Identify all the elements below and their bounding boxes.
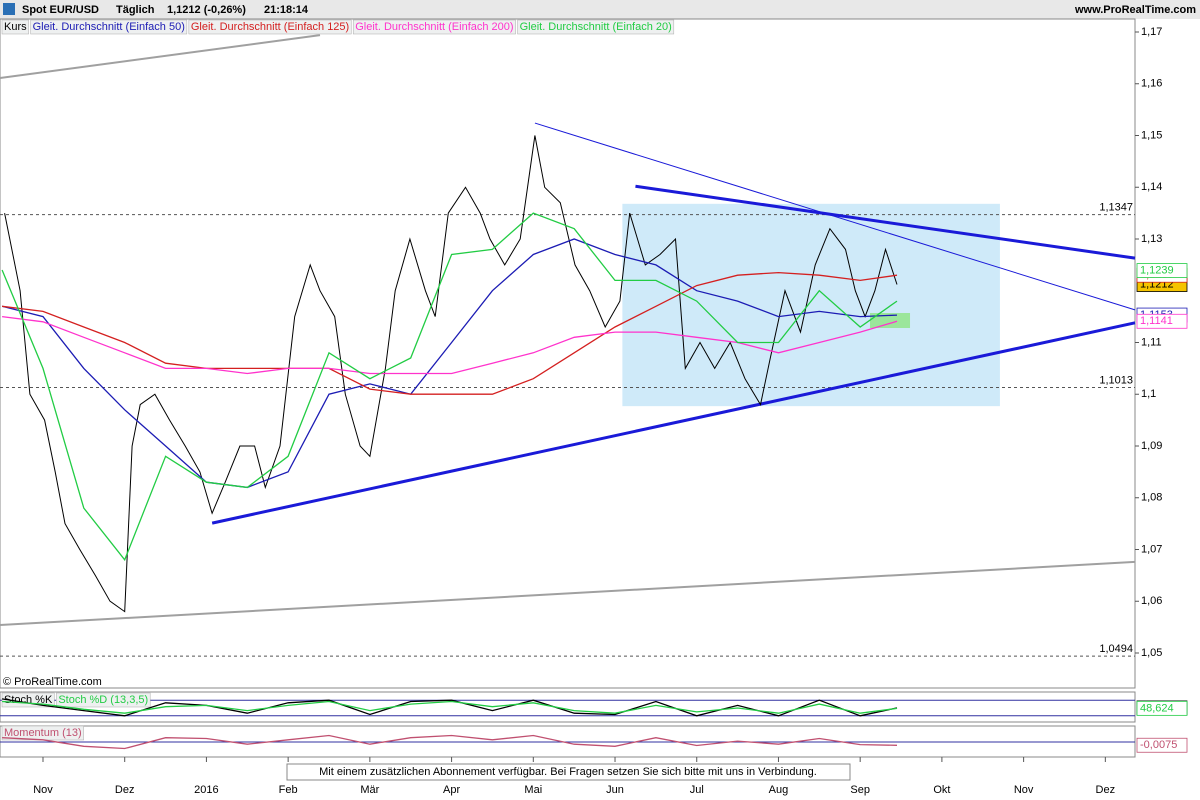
last-value-box xyxy=(1136,737,1188,753)
last-value-label: 1,1141 xyxy=(1140,315,1173,327)
series-line xyxy=(2,734,898,750)
y-tick-label: 1,1 xyxy=(1141,388,1156,400)
trendline xyxy=(635,184,1136,260)
legend-entry: Gleit. Durchschnitt (Einfach 50) xyxy=(33,21,185,33)
zone xyxy=(869,313,911,329)
legend-entry: Gleit. Durchschnitt (Einfach 20) xyxy=(520,21,672,33)
series-line xyxy=(2,700,898,714)
legend-box xyxy=(352,19,516,35)
copyright: © ProRealTime.com xyxy=(3,676,102,688)
x-tick-label: Dez xyxy=(115,784,135,796)
series-line xyxy=(2,315,898,375)
time: 21:18:14 xyxy=(264,4,309,16)
notice: Mit einem zusätzlichen Abonnement verfüg… xyxy=(319,766,817,778)
y-tick-label: 1,08 xyxy=(1141,492,1162,504)
x-tick-label: Jul xyxy=(690,784,704,796)
period: Täglich xyxy=(116,4,155,16)
stoch-frame xyxy=(0,691,1136,723)
level-label: 1,1013 xyxy=(1099,374,1133,386)
series-line xyxy=(1,698,898,717)
header-bar xyxy=(0,0,1200,19)
x-tick-label: Okt xyxy=(933,784,950,796)
legend-entry: Gleit. Durchschnitt (Einfach 125) xyxy=(191,21,349,33)
x-tick-label: Nov xyxy=(1014,784,1034,796)
last-value-box xyxy=(1136,313,1188,329)
x-tick-label: Jun xyxy=(606,784,624,796)
x-tick-label: Feb xyxy=(279,784,298,796)
x-tick-label: Mai xyxy=(524,784,542,796)
legend-box xyxy=(188,19,352,35)
quote: 1,1212 (-0,26%) xyxy=(167,4,246,16)
x-tick-label: Dez xyxy=(1096,784,1116,796)
last-value-label: 48,624 xyxy=(1140,702,1174,714)
series-line xyxy=(1,238,898,489)
x-tick-label: Nov xyxy=(33,784,53,796)
last-value-label: 1,1239 xyxy=(1140,264,1174,276)
series-line xyxy=(2,271,898,395)
last-value-box xyxy=(1136,700,1188,716)
y-tick-label: 1,13 xyxy=(1141,233,1162,245)
level-label: 1,1347 xyxy=(1099,202,1133,214)
zone xyxy=(622,203,1000,407)
trendline xyxy=(534,122,1136,311)
level-label: 1,0494 xyxy=(1099,643,1133,655)
y-tick-label: 1,14 xyxy=(1141,181,1162,193)
legend-entry: Momentum (13) xyxy=(4,727,82,739)
y-tick-label: 1,05 xyxy=(1141,647,1162,659)
legend-box xyxy=(56,692,151,708)
y-tick-label: 1,07 xyxy=(1141,543,1162,555)
legend-box xyxy=(517,19,675,35)
legend-entry: Stoch %D (13,3,5) xyxy=(58,694,148,706)
trendline xyxy=(0,560,1136,627)
x-tick-label: Apr xyxy=(443,784,460,796)
symbol: Spot EUR/USD xyxy=(22,4,99,16)
legend-entry: Kurs xyxy=(4,21,27,33)
series-line xyxy=(4,135,898,613)
x-tick-label: Sep xyxy=(850,784,870,796)
last-value-box xyxy=(1136,263,1188,278)
series-line xyxy=(1,212,898,562)
y-tick-label: 1,17 xyxy=(1141,26,1162,38)
y-tick-label: 1,11 xyxy=(1141,336,1162,348)
legend-box xyxy=(1,19,29,35)
y-tick-label: 1,15 xyxy=(1141,129,1162,141)
trendline xyxy=(211,321,1136,525)
legend-entry: Gleit. Durchschnitt (Einfach 200) xyxy=(355,21,513,33)
x-tick-label: Mär xyxy=(360,784,379,796)
y-tick-label: 1,09 xyxy=(1141,440,1162,452)
price-frame xyxy=(0,18,1136,689)
legend-box xyxy=(30,19,188,35)
x-tick-label: Aug xyxy=(769,784,789,796)
y-tick-label: 1,06 xyxy=(1141,595,1162,607)
trendline xyxy=(0,34,321,80)
site: www.ProRealTime.com xyxy=(1074,4,1196,16)
last-value-label: -0,0075 xyxy=(1140,739,1177,751)
x-tick-label: 2016 xyxy=(194,784,218,796)
menu-icon[interactable] xyxy=(3,3,15,15)
notice-box xyxy=(286,763,851,781)
y-tick-label: 1,16 xyxy=(1141,78,1162,90)
